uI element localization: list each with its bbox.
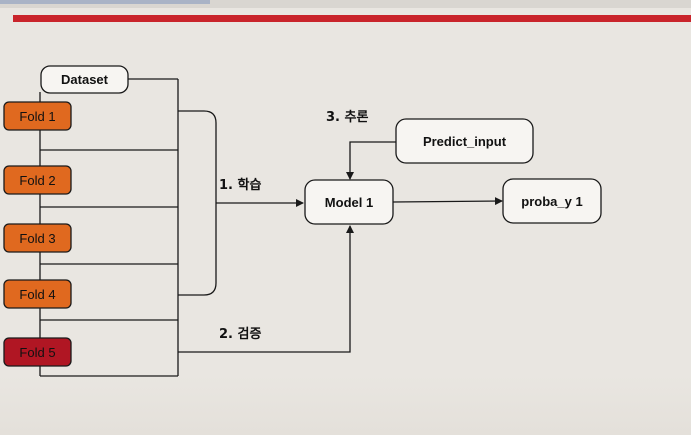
fold-node-4: Fold 4 [3,279,72,309]
fold-label: Fold 3 [19,231,55,246]
fold-label: Fold 4 [19,287,55,302]
dataset-node: Dataset [40,65,129,94]
infer-arrow [346,141,396,180]
fold-node-1: Fold 1 [3,101,72,131]
predict-input-label: Predict_input [423,134,507,149]
fold-node-2: Fold 2 [3,165,72,195]
train-step-label: 1. 학습 [219,177,261,193]
predict-input-node: Predict_input [395,118,534,164]
validate-arrow [178,225,354,353]
train-bracket [178,110,217,296]
window-tab-strip [0,0,210,4]
output-arrow [392,197,503,206]
model-node: Model 1 [304,179,394,225]
output-node: proba_y 1 [502,178,602,224]
fold-label: Fold 5 [19,345,55,360]
validate-step-label: 2. 검증 [219,327,261,342]
dataset-label: Dataset [61,72,109,87]
model-label: Model 1 [325,195,373,210]
infer-step-label: 3. 추론 [326,109,368,125]
fold-label: Fold 2 [19,173,55,188]
fold-label: Fold 1 [19,109,55,124]
slide-accent-bar [13,15,691,22]
fold-node-3: Fold 3 [3,223,72,253]
window-top-strip [0,0,691,8]
slide-bottom-shade [0,375,691,435]
fold-node-5: Fold 5 [3,337,72,367]
output-label: proba_y 1 [521,194,582,209]
